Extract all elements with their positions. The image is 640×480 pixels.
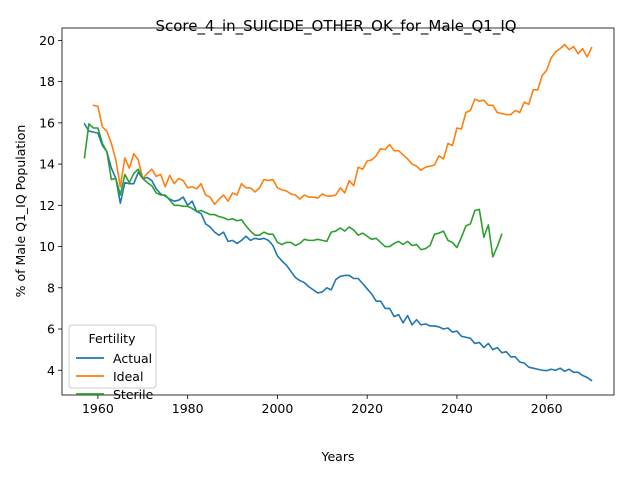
x-axis-label: Years — [321, 449, 355, 464]
legend-label-sterile: Sterile — [113, 387, 154, 402]
y-tick-label: 6 — [47, 322, 55, 337]
y-tick-label: 20 — [39, 33, 55, 48]
y-tick-label: 8 — [47, 280, 55, 295]
y-tick-label: 14 — [39, 157, 55, 172]
y-tick-label: 18 — [39, 74, 55, 89]
y-tick-label: 4 — [47, 363, 55, 378]
x-tick-label: 2040 — [441, 401, 473, 416]
chart-title: Score_4_in_SUICIDE_OTHER_OK_for_Male_Q1_… — [155, 17, 516, 36]
x-tick-label: 1960 — [82, 401, 114, 416]
x-tick-label: 1980 — [172, 401, 204, 416]
y-axis-label: % of Male Q1_IQ Population — [13, 125, 28, 298]
x-tick-label: 2000 — [262, 401, 294, 416]
y-tick-label: 10 — [39, 239, 55, 254]
x-tick-label: 2060 — [531, 401, 563, 416]
y-tick-label: 12 — [39, 198, 55, 213]
legend-label-ideal: Ideal — [113, 369, 143, 384]
y-tick-label: 16 — [39, 115, 55, 130]
legend-title: Fertility — [89, 331, 137, 346]
legend-label-actual: Actual — [113, 351, 152, 366]
x-tick-label: 2020 — [351, 401, 383, 416]
